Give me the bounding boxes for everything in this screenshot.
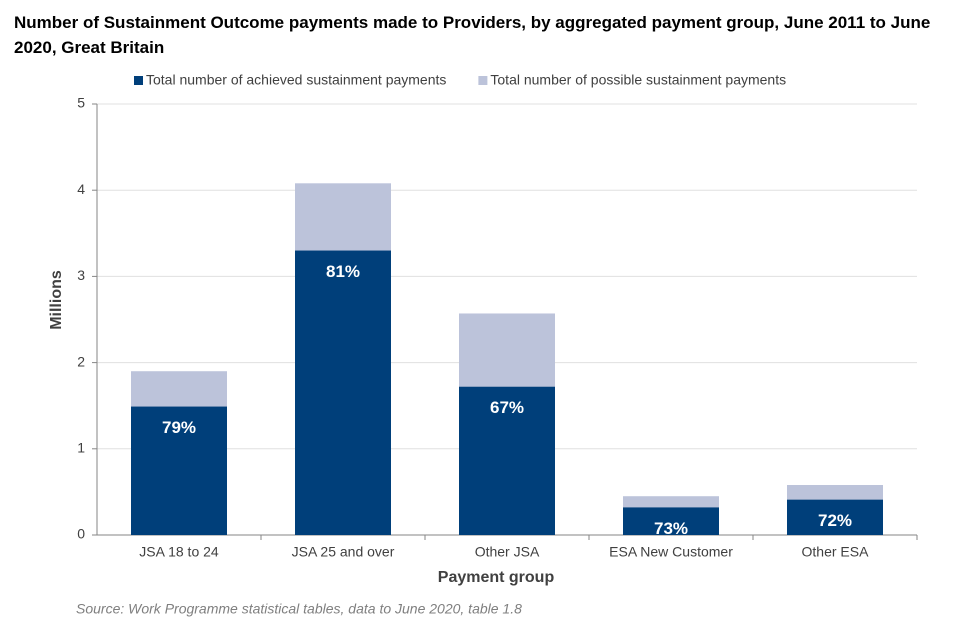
bar bbox=[459, 386, 555, 535]
x-tick-label: JSA 18 to 24 bbox=[139, 544, 219, 560]
y-tick-label: 4 bbox=[77, 181, 85, 197]
y-tick-label: 3 bbox=[77, 267, 85, 283]
x-tick-label: JSA 25 and over bbox=[292, 544, 395, 560]
bar bbox=[131, 406, 227, 535]
bar-label: 67% bbox=[490, 398, 524, 417]
legend-label: Total number of possible sustainment pay… bbox=[490, 72, 786, 88]
x-axis-label: Payment group bbox=[438, 569, 555, 586]
bar-label: 81% bbox=[326, 262, 360, 281]
x-tick-label: ESA New Customer bbox=[609, 544, 733, 560]
y-tick-label: 1 bbox=[77, 440, 85, 456]
legend-swatch bbox=[134, 76, 143, 85]
bar bbox=[787, 499, 883, 535]
y-axis-label: Millions bbox=[48, 270, 65, 330]
x-tick-label: Other ESA bbox=[802, 544, 870, 560]
bar-label: 79% bbox=[162, 418, 196, 437]
bar-label: 72% bbox=[818, 511, 852, 530]
bar bbox=[623, 507, 719, 535]
x-tick-label: Other JSA bbox=[475, 544, 540, 560]
legend-label: Total number of achieved sustainment pay… bbox=[146, 72, 446, 88]
source-note: Source: Work Programme statistical table… bbox=[76, 601, 522, 617]
bar bbox=[295, 250, 391, 536]
y-tick-label: 0 bbox=[77, 526, 85, 542]
bar-label: 73% bbox=[654, 519, 688, 538]
y-tick-label: 5 bbox=[77, 95, 85, 111]
y-tick-label: 2 bbox=[77, 353, 85, 369]
legend-swatch bbox=[478, 76, 488, 85]
chart-title: Number of Sustainment Outcome payments m… bbox=[14, 13, 931, 57]
